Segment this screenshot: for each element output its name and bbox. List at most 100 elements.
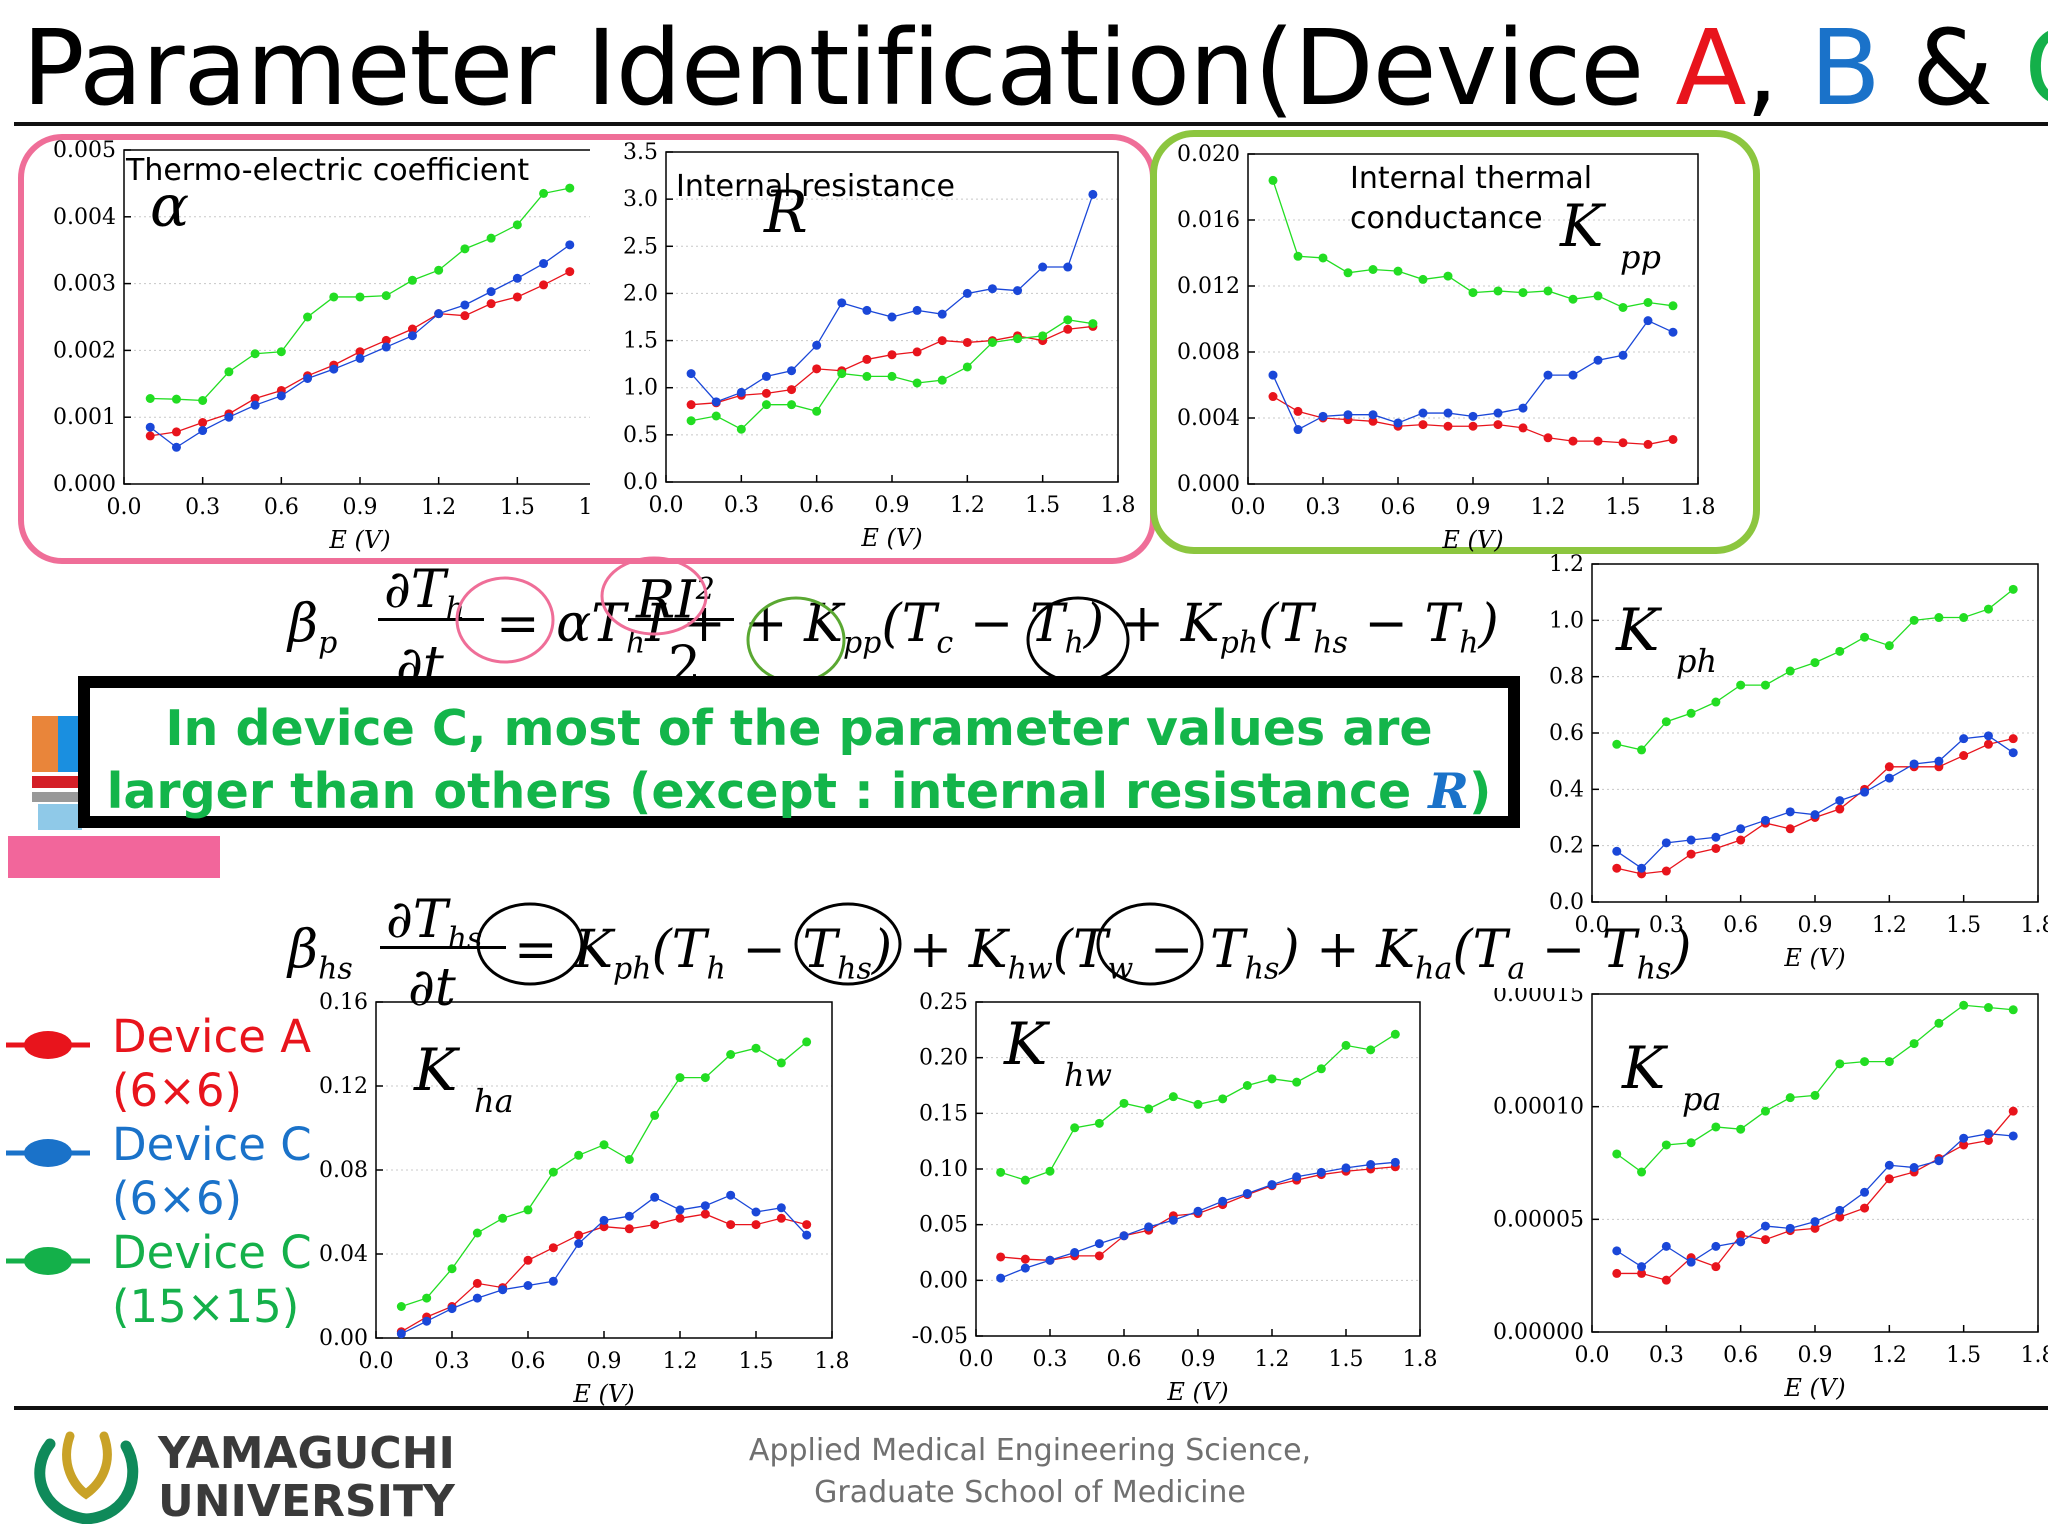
data-point [1612,1246,1622,1256]
data-point [1835,804,1845,814]
chart-svg: -0.05 0.00 0.05 0.10 0.15 0.20 0.25 0.0 0.3 0.6 0.… [912,990,1438,1406]
data-point [460,300,470,310]
data-point [1593,355,1603,365]
data-point [303,373,313,383]
data-point [1686,1257,1696,1267]
x-tick-label: 0.0 [1575,1343,1610,1368]
series-line [1616,1110,2014,1281]
slide-title: Parameter Identification(Device A, B & C… [22,8,2048,128]
data-point [1293,406,1303,416]
y-tick-label: 0.16 [319,990,368,1015]
data-point [407,275,417,285]
data-point [1983,731,1993,741]
data-point [776,1203,786,1213]
data-point [171,394,181,404]
x-axis-label: E (V) [328,526,390,554]
x-tick-label: 1.2 [1531,495,1566,520]
data-point [1366,1045,1376,1055]
data-point [1668,301,1678,311]
series-line [1616,1133,2014,1268]
data-point [381,291,391,301]
data-point [962,362,972,372]
data-point [1810,658,1820,668]
data-point [250,349,260,359]
data-point [1860,632,1870,642]
series-line [1616,737,2014,875]
data-point [1618,302,1628,312]
data-point [1711,697,1721,707]
data-point [1686,708,1696,718]
data-point [675,1205,685,1215]
data-point [1390,1157,1400,1167]
data-point [624,1211,634,1221]
data-point [1543,433,1553,443]
x-tick-label: 0.0 [959,1347,994,1372]
y-tick-label: 1.0 [623,376,658,401]
data-point [1661,1275,1671,1285]
x-tick-label: 0.6 [799,493,834,518]
x-tick-label: 0.6 [1723,913,1758,938]
data-point [1909,1163,1919,1173]
data-point [761,388,771,398]
data-point [686,416,696,426]
x-tick-label: 0.0 [359,1349,394,1374]
data-point [447,1304,457,1314]
data-point [1760,1235,1770,1245]
data-point [1661,717,1671,727]
data-point [434,309,444,319]
data-point [574,1239,584,1248]
data-point [776,1213,786,1223]
callout-line-2-end: ) [1469,763,1492,820]
data-point [1119,1098,1129,1108]
data-point [303,312,313,322]
data-point [1785,1093,1795,1103]
data-point [1785,1223,1795,1233]
data-point [472,1293,482,1303]
data-point [548,1167,558,1177]
data-point [512,273,522,283]
data-point [1736,1230,1746,1240]
chart-svg: 0.000 0.001 0.002 0.003 0.004 0.005 0.0 0.3 0.6 0… [53,138,590,554]
y-tick-label: 0.000 [1177,472,1240,497]
x-tick-label: 1.5 [1946,1343,1981,1368]
data-point [1810,1217,1820,1227]
data-point [1668,434,1678,444]
legend-label-device-a: Device A (6×6) [112,1010,311,1117]
data-point [1568,370,1578,380]
x-tick-label: 1.5 [739,1349,774,1374]
data-point [1736,824,1746,834]
data-point [574,1150,584,1160]
x-tick-label: 0.6 [1381,495,1416,520]
y-tick-label: 0.00 [919,1268,968,1293]
x-tick-label: 1.5 [1025,493,1060,518]
data-point [1612,1268,1622,1278]
data-point [381,335,391,345]
data-point [1612,863,1622,873]
x-tick-label: 0.0 [1575,913,1610,938]
legend-label-device-c-15x15: Device C (15×15) [112,1226,312,1333]
x-tick-label: 0.6 [1107,1347,1142,1372]
data-point [1543,286,1553,296]
x-tick-label: 1.2 [950,493,985,518]
y-tick-label: 0.004 [53,205,116,230]
data-point [1661,838,1671,848]
y-tick-label: 2.5 [623,234,658,259]
data-point [460,244,470,254]
data-point [1810,1223,1820,1233]
x-tick-label: 1.2 [1255,1347,1290,1372]
series-line [1616,735,2014,870]
x-tick-label: 0.9 [343,495,378,520]
y-tick-label: 0.00005 [1493,1207,1584,1232]
data-point [937,336,947,346]
data-point [761,371,771,381]
x-tick-label: 0.3 [724,493,759,518]
data-point [224,412,234,422]
data-point [1267,1180,1277,1190]
y-tick-label: 0.0 [1549,890,1584,915]
data-point [711,411,721,421]
data-point [355,353,365,363]
data-point [599,1222,609,1232]
data-point [1909,759,1919,769]
title-prefix: Parameter Identification(Device [22,7,1676,129]
data-point [1934,613,1944,623]
